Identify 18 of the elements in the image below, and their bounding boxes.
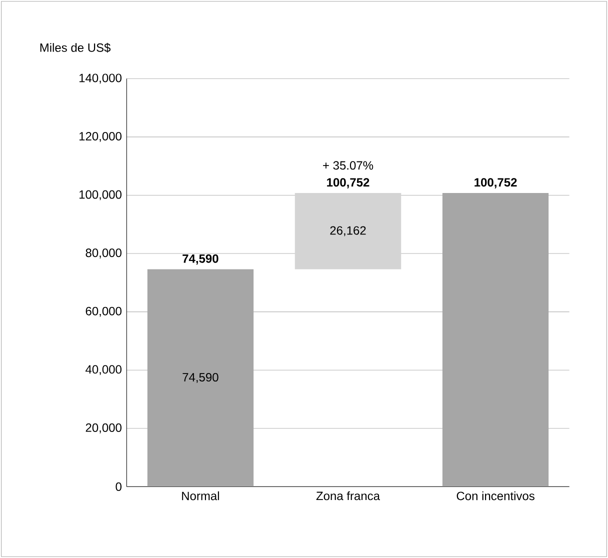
y-tick-label: 40,000 — [86, 365, 122, 376]
annotation: 100,752 — [474, 178, 517, 188]
y-tick-label: 0 — [116, 482, 122, 491]
annotation: 100,752 — [327, 178, 370, 188]
y-tick-label: 60,000 — [86, 306, 122, 317]
x-tick-label: Zona franca — [316, 491, 380, 500]
y-axis-title: Miles de US$ — [40, 42, 111, 53]
x-tick-label: Con incentivos — [456, 491, 534, 500]
annotation: 74,590 — [182, 254, 218, 265]
y-tick-label: 20,000 — [86, 423, 122, 434]
data-label: 74,590 — [182, 373, 218, 383]
y-tick-label: 100,000 — [80, 190, 122, 200]
data-label: 26,162 — [330, 226, 366, 236]
annotation: + 35.07% — [323, 161, 374, 170]
y-tick-label: 80,000 — [86, 248, 122, 258]
x-tick-label: Normal — [182, 491, 219, 500]
y-tick-label: 140,000 — [80, 74, 122, 84]
y-tick-label: 120,000 — [80, 132, 122, 142]
